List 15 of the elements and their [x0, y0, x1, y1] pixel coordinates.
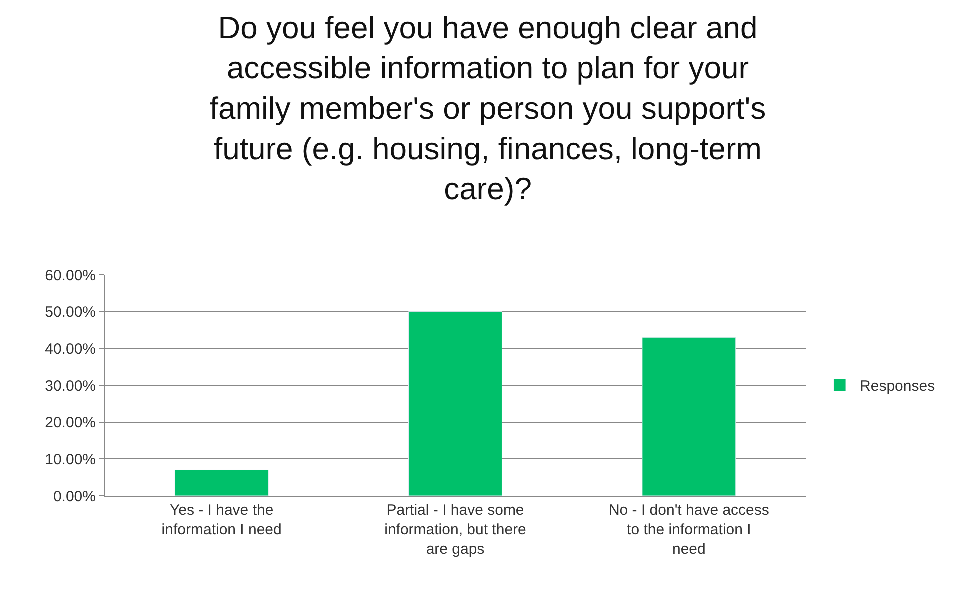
- y-tick-label: 50.00%: [45, 304, 96, 322]
- y-tick-label: 30.00%: [45, 378, 96, 395]
- bar: [642, 337, 736, 496]
- bar: [174, 470, 269, 496]
- x-tick-label: Partial - I have some information, but there are gaps: [384, 502, 526, 558]
- x-tick-label: No - I don't have access to the information I need: [608, 502, 770, 558]
- y-tick-label: 10.00%: [45, 451, 96, 468]
- y-tick-label: 0.00%: [53, 488, 96, 506]
- y-tick-label: 40.00%: [45, 340, 96, 358]
- legend-label: Responses: [860, 378, 936, 396]
- y-tick-label: 60.00%: [45, 267, 96, 284]
- y-tick-label: 20.00%: [45, 414, 96, 432]
- bar: [408, 312, 502, 496]
- chart-title: Do you feel you have enough clear and accessible information to plan for your family member's or person you support's future (e.g. housing, finances, long-term care)?: [210, 10, 766, 207]
- x-tick-label: Yes - I have the information I need: [162, 502, 282, 538]
